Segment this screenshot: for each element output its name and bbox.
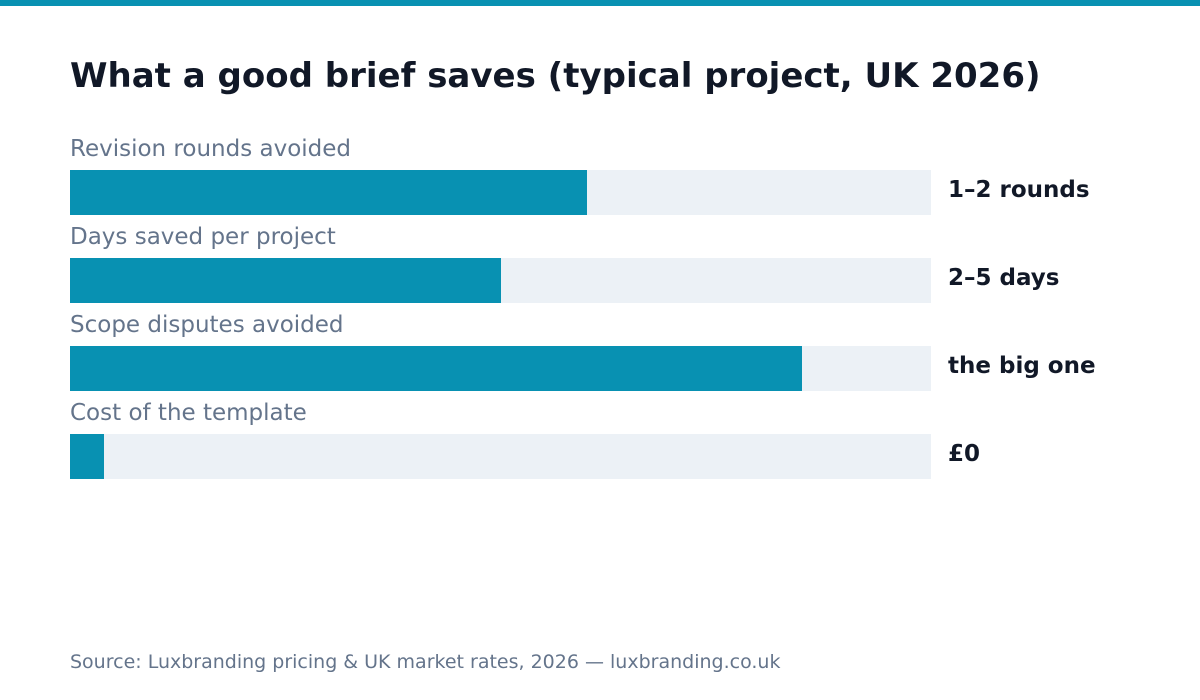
bar-row: Cost of the template £0 bbox=[70, 398, 1170, 486]
source-note: Source: Luxbranding pricing & UK market … bbox=[70, 651, 781, 673]
bar-track bbox=[70, 434, 931, 479]
bar-fill bbox=[70, 346, 802, 391]
bar-fill bbox=[70, 258, 501, 303]
category-label: Scope disputes avoided bbox=[70, 312, 344, 338]
bar-track bbox=[70, 346, 931, 391]
value-label: £0 bbox=[948, 441, 981, 467]
chart-title: What a good brief saves (typical project… bbox=[70, 56, 1041, 96]
category-label: Days saved per project bbox=[70, 224, 336, 250]
category-label: Revision rounds avoided bbox=[70, 136, 352, 162]
bar-track bbox=[70, 258, 931, 303]
bar-row: Revision rounds avoided 1–2 rounds bbox=[70, 134, 1170, 222]
value-label: 1–2 rounds bbox=[948, 177, 1090, 203]
category-label: Cost of the template bbox=[70, 400, 307, 426]
value-label: the big one bbox=[948, 353, 1096, 379]
top-accent-strip bbox=[0, 0, 1200, 6]
bar-rows: Revision rounds avoided 1–2 rounds Days … bbox=[70, 134, 1170, 486]
bar-fill bbox=[70, 170, 587, 215]
bar-row: Days saved per project 2–5 days bbox=[70, 222, 1170, 310]
bar-row: Scope disputes avoided the big one bbox=[70, 310, 1170, 398]
bar-track bbox=[70, 170, 931, 215]
value-label: 2–5 days bbox=[948, 265, 1060, 291]
bar-fill bbox=[70, 434, 104, 479]
